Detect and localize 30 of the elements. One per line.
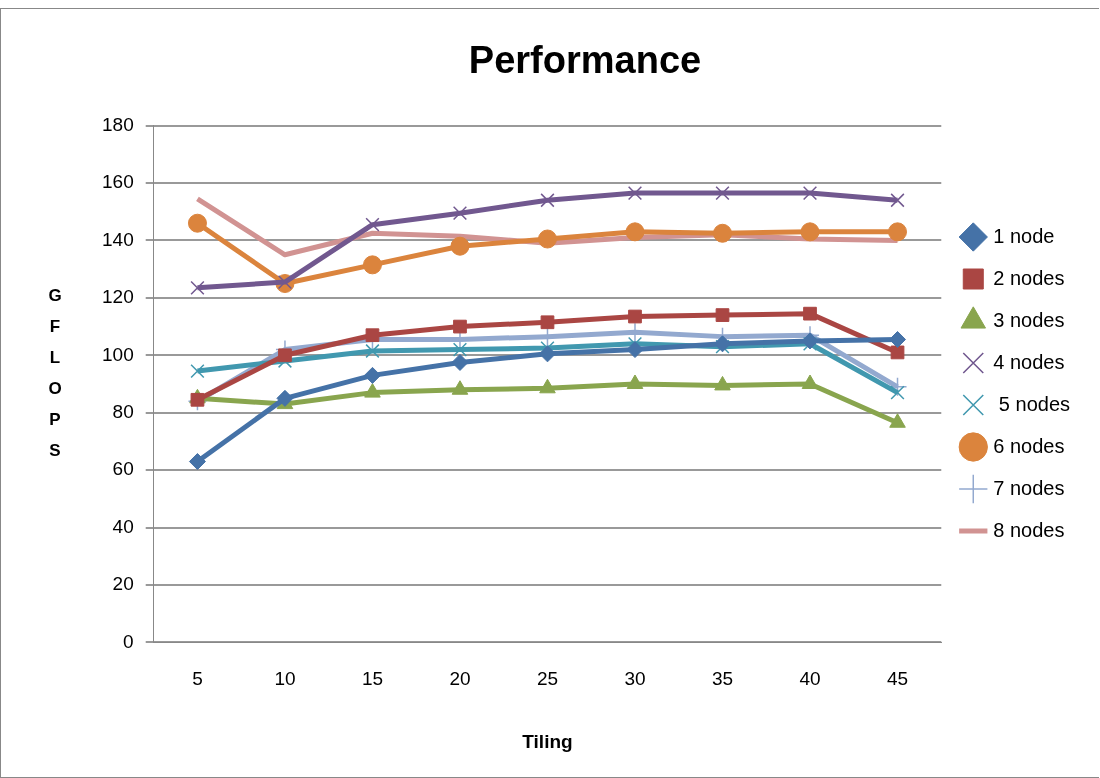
y-tick-label: 0	[123, 630, 134, 652]
x-tick-label: 10	[274, 668, 296, 690]
legend-label: 3 nodes	[993, 308, 1065, 331]
x-tick-label: 30	[624, 668, 646, 690]
legend-label: 1 node	[993, 224, 1055, 247]
y-tick-label: 40	[112, 515, 134, 537]
legend-label: 5 nodes	[993, 392, 1071, 415]
x-tick-label: 40	[799, 668, 821, 690]
x-tick-label: 25	[536, 668, 559, 690]
x-tick-label: 45	[886, 668, 909, 690]
legend-label: 2 nodes	[993, 266, 1065, 289]
y-tick-label: 180	[102, 113, 134, 135]
legend-label: 4 nodes	[993, 350, 1065, 373]
y-tick-label: 60	[112, 458, 134, 480]
x-axis-title: Tiling	[522, 730, 573, 752]
x-tick-label: 35	[711, 668, 734, 690]
y-tick-label: 120	[102, 286, 134, 308]
y-tick-label: 140	[102, 228, 134, 250]
legend-label: 8 nodes	[993, 518, 1065, 541]
x-tick-label: 20	[449, 668, 471, 690]
legend-label: 7 nodes	[993, 476, 1065, 499]
legend-label: 6 nodes	[993, 434, 1065, 457]
x-tick-label: 5	[192, 668, 203, 690]
y-tick-label: 160	[102, 171, 134, 193]
y-tick-label: 100	[102, 343, 134, 365]
y-tick-label: 20	[112, 573, 134, 595]
x-tick-label: 15	[361, 668, 384, 690]
y-tick-label: 80	[112, 400, 134, 422]
chart-title: Performance	[468, 39, 702, 82]
y-axis-title: GFLOPS	[48, 285, 62, 462]
